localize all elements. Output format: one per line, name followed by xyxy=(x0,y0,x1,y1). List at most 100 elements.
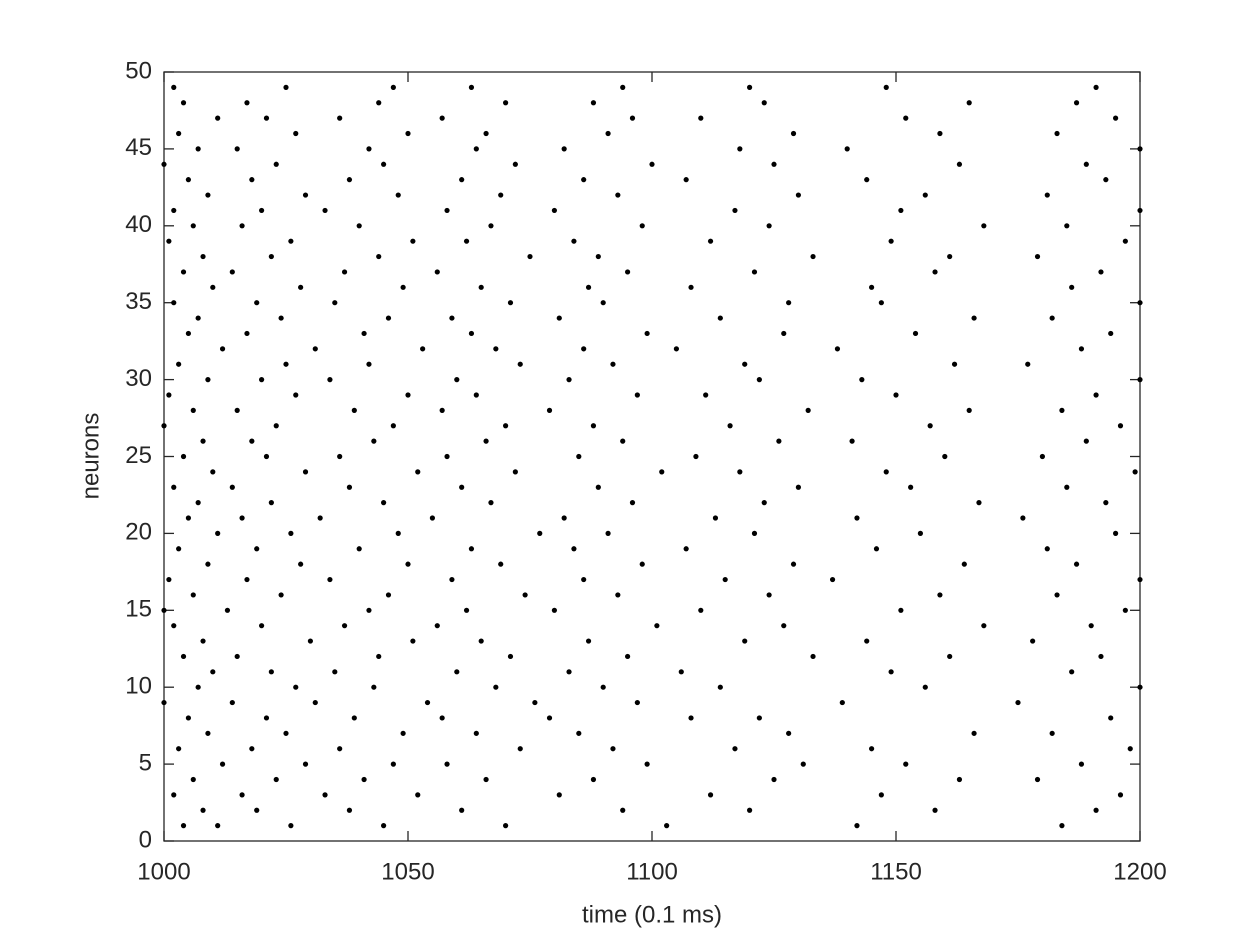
spike xyxy=(971,315,977,321)
spike xyxy=(488,500,494,506)
spike xyxy=(312,346,318,352)
spike xyxy=(576,453,582,460)
y-tick-label: 30 xyxy=(125,365,152,392)
spike xyxy=(576,730,582,736)
spike xyxy=(356,546,362,552)
spike xyxy=(200,807,206,813)
spike xyxy=(683,177,689,183)
spike xyxy=(595,253,601,260)
spike xyxy=(854,823,860,829)
spike xyxy=(742,638,748,644)
spike xyxy=(1108,330,1114,337)
spike xyxy=(1122,238,1128,244)
spike xyxy=(180,653,187,660)
spike xyxy=(639,561,645,567)
spike xyxy=(790,130,797,137)
spike xyxy=(395,530,401,537)
spike xyxy=(556,792,562,798)
spike xyxy=(561,146,567,152)
spike xyxy=(234,407,240,413)
spike xyxy=(932,807,938,813)
spike xyxy=(283,361,289,367)
spike xyxy=(376,253,382,260)
spike xyxy=(947,653,953,660)
spike xyxy=(859,377,865,383)
spike xyxy=(649,161,655,167)
spike xyxy=(273,423,279,429)
spike xyxy=(234,653,240,660)
spike xyxy=(956,161,963,167)
spike xyxy=(1015,699,1021,706)
spike xyxy=(229,484,235,490)
spike xyxy=(615,592,621,598)
spike xyxy=(961,561,967,567)
spike xyxy=(171,623,177,629)
spike xyxy=(776,438,782,444)
spike xyxy=(605,130,611,137)
spike xyxy=(493,684,499,690)
spike xyxy=(298,561,304,567)
spike xyxy=(1025,361,1031,367)
spike xyxy=(468,330,475,337)
spike xyxy=(161,161,167,167)
spike xyxy=(459,484,465,490)
spike xyxy=(742,361,748,367)
spike xyxy=(259,623,265,629)
spike xyxy=(259,377,265,383)
spike xyxy=(1137,207,1143,214)
spike xyxy=(176,546,182,552)
spike xyxy=(751,269,758,275)
spike xyxy=(898,607,904,613)
spike xyxy=(878,792,884,798)
spike xyxy=(1069,669,1075,675)
spike xyxy=(517,361,523,367)
spike xyxy=(1039,453,1045,460)
spike xyxy=(1098,653,1104,660)
spike xyxy=(610,746,616,752)
spike xyxy=(1122,607,1128,613)
spike xyxy=(1064,223,1070,229)
spike xyxy=(390,84,396,90)
spike xyxy=(224,607,231,613)
spike xyxy=(839,699,845,706)
spike xyxy=(332,669,338,675)
spike xyxy=(615,192,621,198)
spike xyxy=(634,392,640,398)
spike xyxy=(537,530,543,537)
spike xyxy=(976,500,982,506)
spike xyxy=(483,438,489,444)
spike xyxy=(1034,776,1041,783)
spike xyxy=(639,223,645,229)
spike xyxy=(449,315,455,321)
spike xyxy=(463,238,470,244)
spike xyxy=(620,84,626,90)
spike xyxy=(1030,638,1036,644)
spike xyxy=(361,776,367,783)
spike xyxy=(1093,807,1099,813)
spike xyxy=(947,253,953,260)
spike xyxy=(278,592,284,598)
spike xyxy=(283,84,289,90)
spike xyxy=(215,115,221,121)
spike xyxy=(551,207,558,214)
spike xyxy=(249,177,255,183)
spike xyxy=(298,284,304,290)
spike xyxy=(786,300,792,306)
spike xyxy=(625,269,631,275)
spike xyxy=(878,300,884,306)
spike xyxy=(1034,253,1041,260)
spike xyxy=(278,315,284,321)
spike xyxy=(1049,315,1055,321)
spike xyxy=(381,500,387,506)
spike xyxy=(219,761,226,767)
spike xyxy=(766,223,772,229)
spike xyxy=(434,623,440,629)
spike xyxy=(786,730,792,736)
spike xyxy=(981,223,987,229)
spike xyxy=(498,561,504,567)
spike xyxy=(1059,823,1065,829)
spike xyxy=(395,192,401,198)
spike xyxy=(707,792,714,798)
spike xyxy=(346,484,353,490)
spike xyxy=(1078,761,1085,767)
